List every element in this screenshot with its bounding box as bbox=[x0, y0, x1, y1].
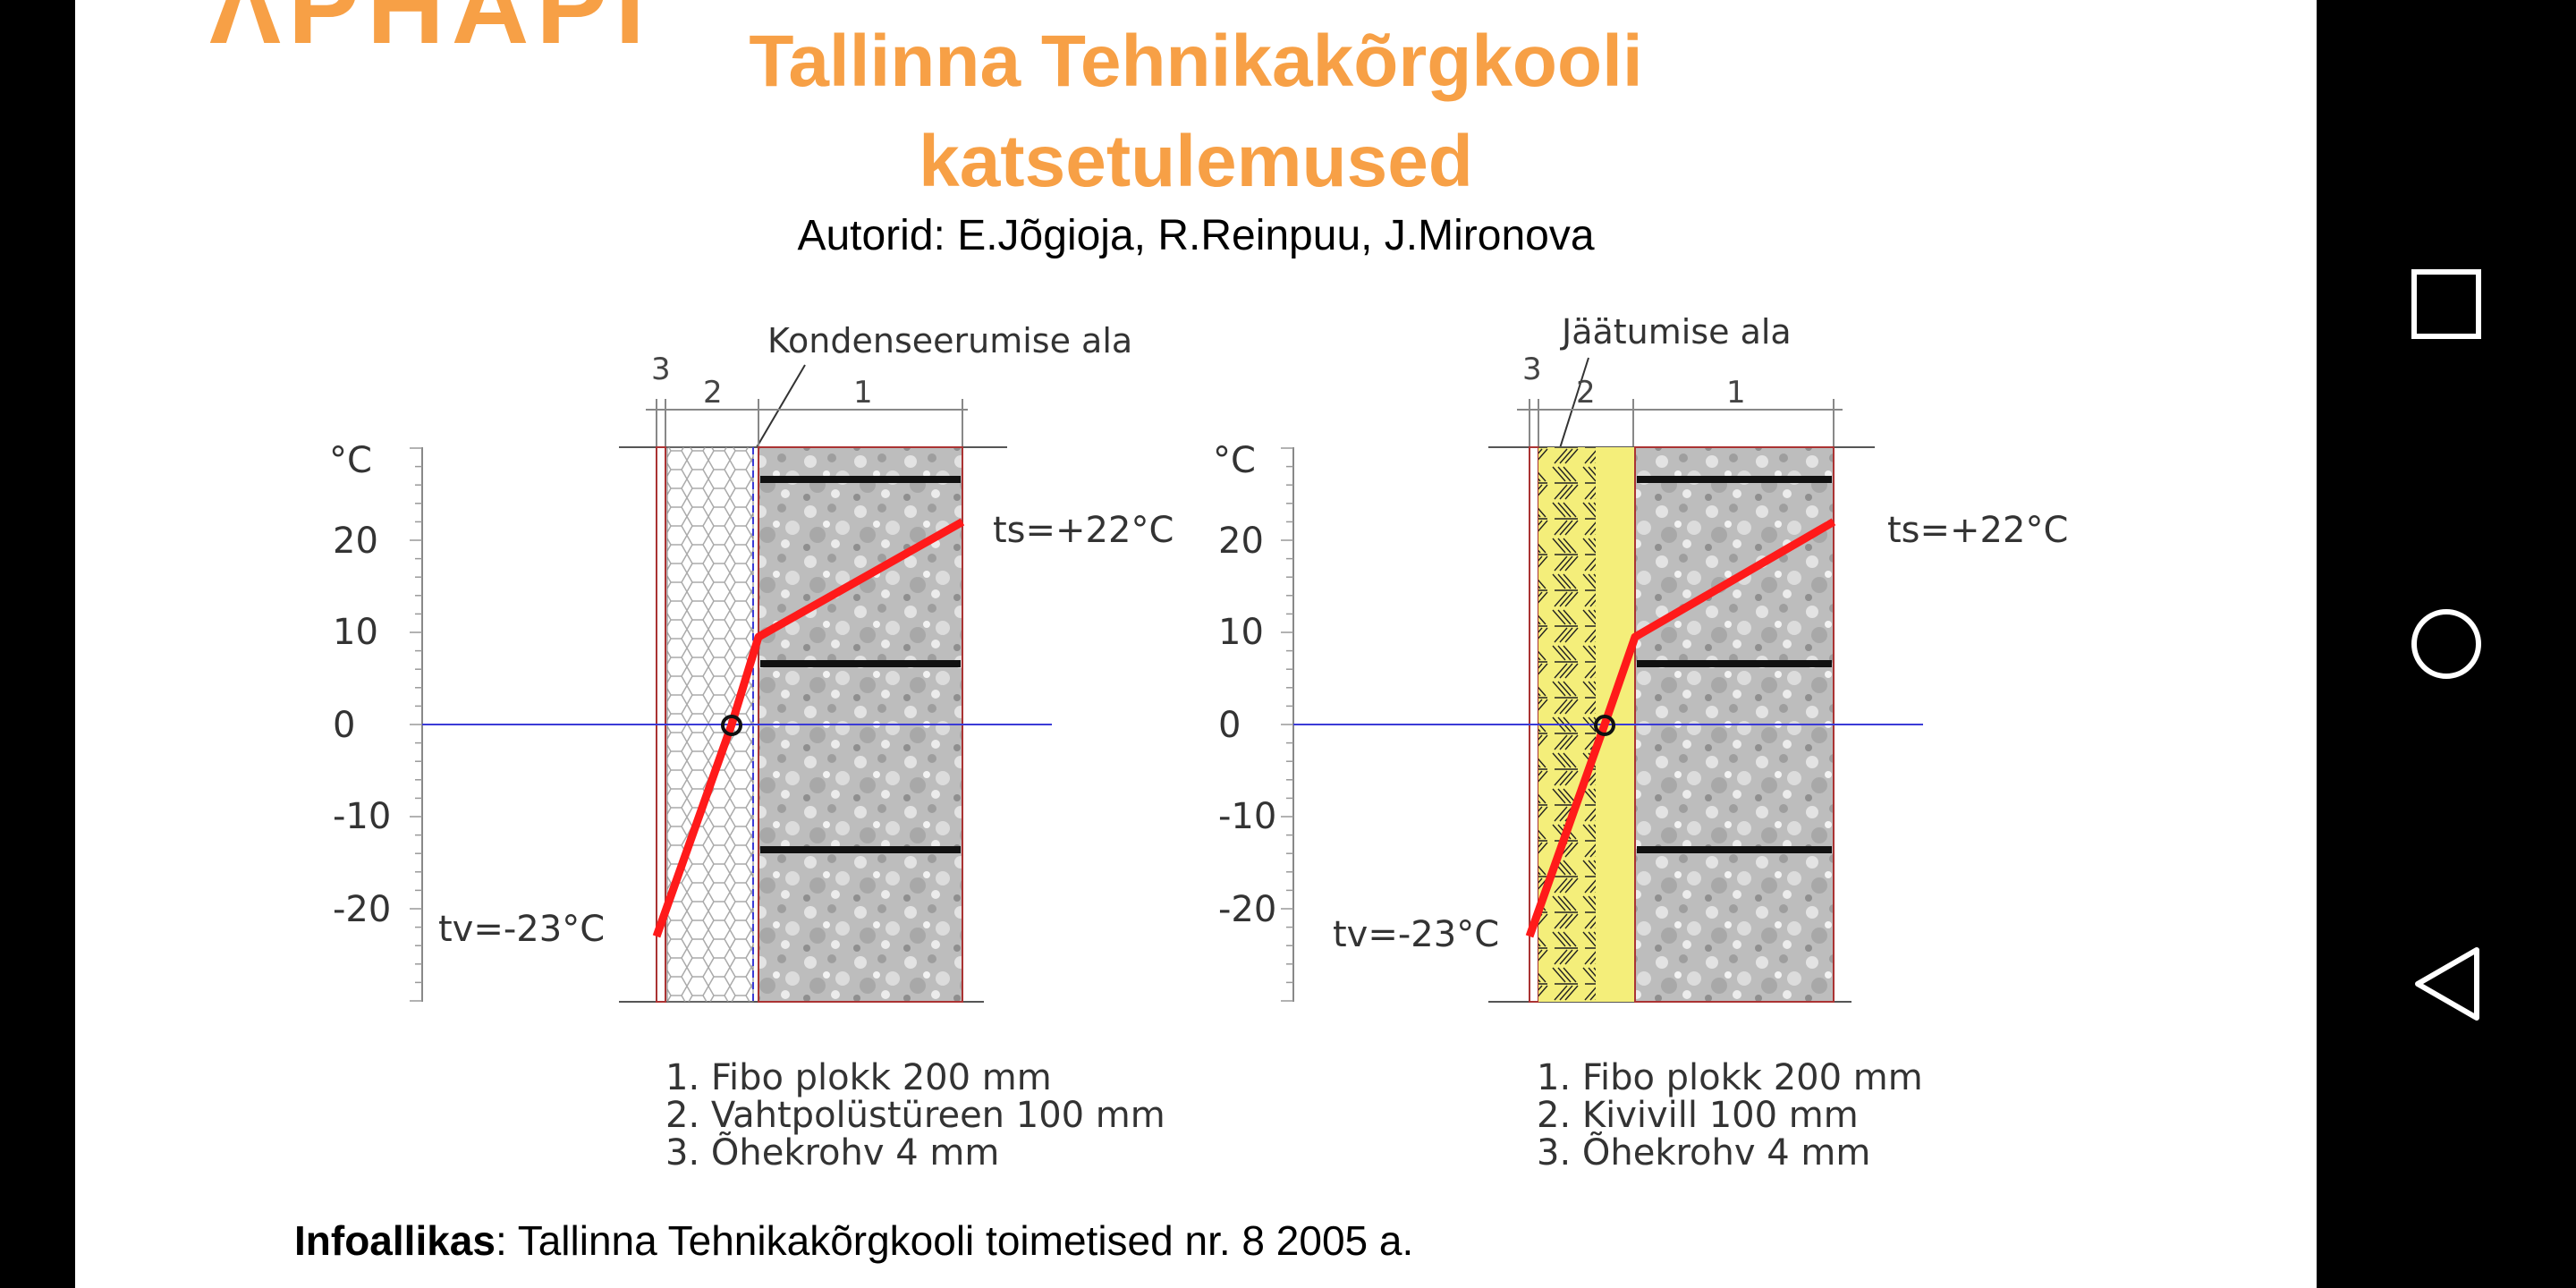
left-unit-label: °C bbox=[329, 440, 372, 481]
left-legend-item: 3. Õhekrohv 4 mm bbox=[665, 1131, 999, 1174]
right-temperature-line bbox=[1525, 518, 1836, 938]
back-button[interactable] bbox=[2366, 903, 2527, 1064]
left-inside-temp-label: ts=+22°C bbox=[993, 510, 1174, 551]
right-legend-item: 2. Kivivill 100 mm bbox=[1537, 1095, 1859, 1136]
right-dimension-line bbox=[1517, 399, 1843, 447]
left-legend-item: 1. Fibo plokk 200 mm bbox=[665, 1057, 1052, 1098]
right-diagram: Jäätumise ala 3 2 1 bbox=[1213, 312, 2068, 1174]
left-zero-crossing-marker bbox=[721, 715, 742, 736]
right-unit-label: °C bbox=[1213, 440, 1256, 481]
home-button[interactable] bbox=[2366, 564, 2527, 724]
wall-temperature-diagrams: Kondenseerumise ala 3 2 1 bbox=[329, 312, 2068, 1174]
right-inside-temp-label: ts=+22°C bbox=[1887, 510, 2068, 551]
right-layer-number-3: 3 bbox=[1522, 352, 1542, 387]
left-dimension-line bbox=[646, 399, 968, 447]
left-tick-label: 10 bbox=[333, 612, 378, 653]
right-legend-item: 1. Fibo plokk 200 mm bbox=[1537, 1057, 1923, 1098]
left-diagram: Kondenseerumise ala 3 2 1 bbox=[329, 321, 1174, 1174]
triangle-back-icon bbox=[2415, 947, 2479, 1021]
source-line: Infoallikas: Tallinna Tehnikakõrgkooli t… bbox=[294, 1216, 1413, 1265]
right-tick-label: 10 bbox=[1218, 612, 1264, 653]
circle-icon bbox=[2411, 609, 2481, 679]
right-zone-label: Jäätumise ala bbox=[1560, 312, 1792, 352]
left-y-axis bbox=[410, 447, 423, 1002]
left-mortar-joint bbox=[760, 660, 961, 667]
right-legend-item: 3. Õhekrohv 4 mm bbox=[1537, 1131, 1870, 1174]
left-layer-number-3: 3 bbox=[651, 352, 671, 387]
right-y-axis bbox=[1281, 447, 1294, 1002]
right-outside-temp-label: tv=-23°C bbox=[1333, 914, 1499, 955]
slide-title-line2: katsetulemused bbox=[919, 121, 1473, 202]
left-layer-number-2: 2 bbox=[703, 375, 723, 411]
left-zone-label: Kondenseerumise ala bbox=[767, 321, 1132, 360]
right-tick-label: -20 bbox=[1218, 889, 1276, 930]
source-text: : Tallinna Tehnikakõrgkooli toimetised n… bbox=[495, 1217, 1414, 1264]
left-tick-label: -20 bbox=[333, 889, 391, 930]
left-tick-label: 0 bbox=[333, 705, 355, 746]
right-mortar-joint bbox=[1637, 846, 1832, 853]
right-zero-crossing-marker bbox=[1594, 715, 1615, 736]
android-navigation-bar bbox=[2317, 0, 2576, 1288]
right-mortar-joint bbox=[1637, 476, 1832, 483]
slide-title-line1: Tallinna Tehnikakõrgkooli bbox=[749, 21, 1643, 102]
left-outside-temp-label: tv=-23°C bbox=[438, 909, 605, 950]
authors-line: Autorid: E.Jõgioja, R.Reinpuu, J.Mironov… bbox=[797, 212, 1595, 259]
left-layer-number-1: 1 bbox=[853, 375, 873, 411]
square-icon bbox=[2411, 269, 2481, 339]
left-temperature-line bbox=[652, 518, 965, 938]
left-tick-label: 20 bbox=[333, 521, 378, 562]
left-tick-label: -10 bbox=[333, 796, 391, 837]
presentation-slide: ΛΡΗΑΡΙ Tallinna Tehnikakõrgkooli katsetu… bbox=[75, 0, 2317, 1288]
cut-off-heading: ΛΡΗΑΡΙ bbox=[209, 0, 652, 66]
right-tick-label: -10 bbox=[1218, 796, 1276, 837]
right-layer-number-2: 2 bbox=[1576, 375, 1596, 411]
right-tick-label: 20 bbox=[1218, 521, 1264, 562]
right-mortar-joint bbox=[1637, 660, 1832, 667]
left-mortar-joint bbox=[760, 476, 961, 483]
right-layer-number-1: 1 bbox=[1726, 375, 1746, 411]
source-label: Infoallikas bbox=[294, 1217, 496, 1264]
left-zone-pointer bbox=[756, 364, 806, 448]
right-tick-label: 0 bbox=[1218, 705, 1241, 746]
left-legend-item: 2. Vahtpolüstüreen 100 mm bbox=[665, 1095, 1165, 1136]
recents-button[interactable] bbox=[2366, 224, 2527, 385]
left-mortar-joint bbox=[760, 846, 961, 853]
